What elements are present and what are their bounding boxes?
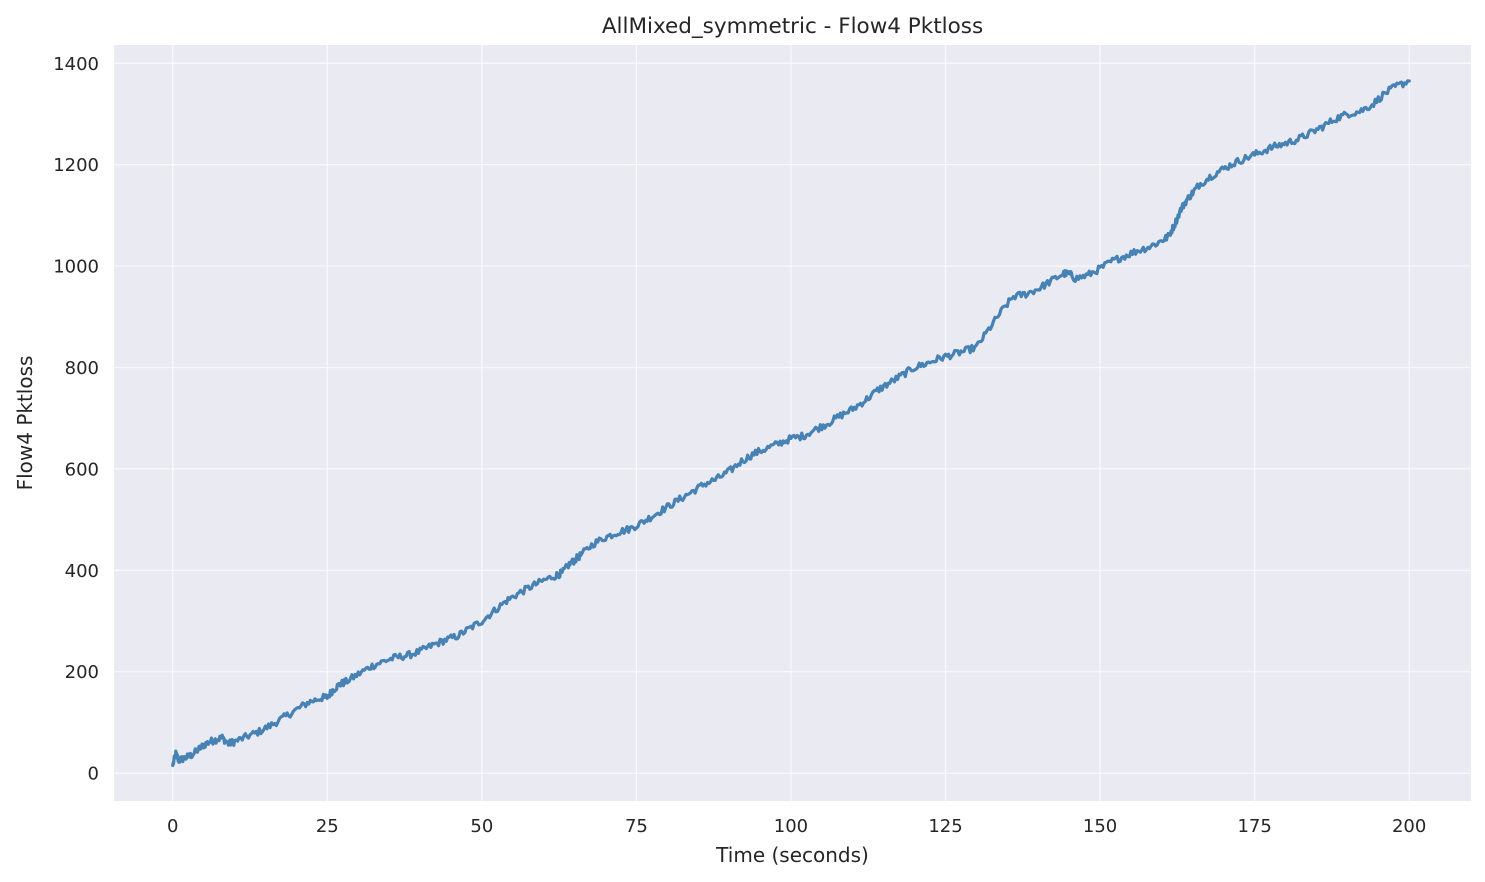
y-tick-label: 800 <box>65 358 99 379</box>
x-tick-label: 50 <box>470 816 493 837</box>
y-tick-label: 400 <box>65 561 99 582</box>
x-tick-label: 100 <box>774 816 808 837</box>
plot-area <box>114 45 1471 801</box>
gridlines <box>114 45 1471 801</box>
x-axis-label: Time (seconds) <box>715 843 869 867</box>
y-tick-label: 600 <box>65 459 99 480</box>
x-tick-labels: 0 25 50 75 100 125 150 175 200 <box>167 816 1426 837</box>
series-layer <box>171 79 1411 768</box>
x-tick-label: 200 <box>1392 816 1426 837</box>
x-tick-label: 125 <box>928 816 962 837</box>
x-tick-label: 150 <box>1083 816 1117 837</box>
x-tick-label: 175 <box>1237 816 1271 837</box>
series-line <box>171 79 1411 768</box>
x-tick-label: 75 <box>625 816 648 837</box>
y-tick-label: 1000 <box>53 257 99 278</box>
chart-title: AllMixed_symmetric - Flow4 Pktloss <box>602 14 983 39</box>
y-tick-label: 1200 <box>53 155 99 176</box>
y-axis-label: Flow4 Pktloss <box>13 356 37 491</box>
y-tick-label: 1400 <box>53 54 99 75</box>
x-tick-label: 0 <box>167 816 178 837</box>
y-tick-label: 200 <box>65 662 99 683</box>
x-tick-label: 25 <box>316 816 339 837</box>
y-tick-label: 0 <box>88 764 99 785</box>
y-tick-labels: 0 200 400 600 800 1000 1200 1400 <box>53 54 99 785</box>
